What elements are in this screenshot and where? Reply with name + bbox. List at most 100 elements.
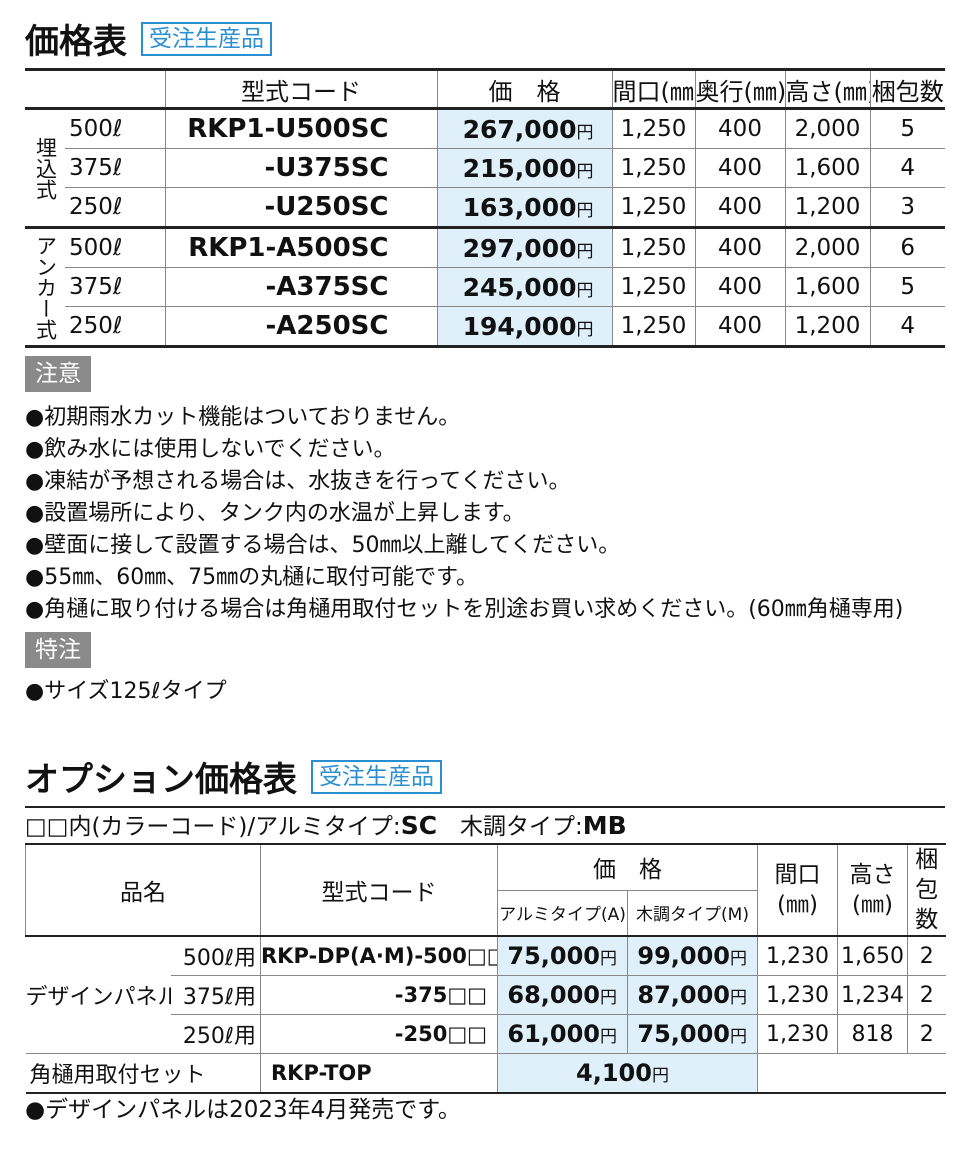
model-code: -A250SC bbox=[164, 306, 437, 347]
price: 99,000 bbox=[637, 942, 730, 970]
height: 1,234 bbox=[837, 975, 908, 1015]
legend-part: 木調タイプ: bbox=[437, 814, 583, 840]
price-cell: 75,000円 bbox=[627, 1014, 758, 1054]
header-wood: 木調タイプ(M) bbox=[627, 890, 758, 937]
packages: 6 bbox=[869, 226, 945, 268]
price-row: 375ℓ -A375SC 245,000円 1,250 400 1,600 5 bbox=[25, 267, 945, 307]
header-packages: 梱包数 bbox=[907, 844, 946, 937]
packages: 2 bbox=[907, 1014, 946, 1054]
header-row: 品名 型式コード価 格間口(㎜) 高さ(㎜) 梱包数 bbox=[25, 844, 946, 937]
depth: 400 bbox=[694, 267, 785, 307]
width: 1,250 bbox=[611, 107, 695, 149]
price-cell: 99,000円 bbox=[627, 935, 758, 976]
height: 1,600 bbox=[784, 267, 870, 307]
height: 1,200 bbox=[784, 187, 870, 228]
currency: 円 bbox=[730, 988, 747, 1008]
model-code: -U250SC bbox=[164, 187, 437, 228]
width: 1,250 bbox=[611, 226, 695, 268]
note: ●壁面に接して設置する場合は、50㎜以上離してください。 bbox=[25, 533, 621, 558]
header-price: 価 格 bbox=[497, 844, 758, 891]
header-code: 型式コード bbox=[260, 844, 498, 937]
currency: 円 bbox=[730, 949, 747, 969]
price: 297,000 bbox=[462, 233, 577, 263]
model-code: RKP-TOP bbox=[260, 1053, 498, 1093]
header-code: 型式コード bbox=[164, 69, 437, 110]
product-name: デザインパネル bbox=[25, 935, 171, 1054]
price: 75,000 bbox=[637, 1020, 730, 1048]
depth: 400 bbox=[694, 226, 785, 268]
depth: 400 bbox=[694, 306, 785, 347]
option-row: 角樋用取付セット RKP-TOP 4,100円 bbox=[25, 1053, 946, 1093]
capacity: 500ℓ bbox=[65, 107, 165, 149]
model-code: -U375SC bbox=[164, 148, 437, 188]
currency: 円 bbox=[576, 280, 594, 301]
model-code: -250□□ bbox=[260, 1014, 498, 1054]
price-cell: 4,100円 bbox=[497, 1053, 758, 1093]
notes-heading: 注意 bbox=[25, 356, 91, 392]
note: ●凍結が予想される場合は、水抜きを行ってください。 bbox=[25, 469, 571, 494]
header-packages: 梱包数 bbox=[869, 69, 945, 110]
model-code: RKP-DP(A·M)-500□□ bbox=[260, 935, 498, 976]
note: ●飲み水には使用しないでください。 bbox=[25, 437, 396, 462]
option-row: デザインパネル 500ℓ用 RKP-DP(A·M)-500□□ 75,000円 99,0… bbox=[25, 935, 946, 1054]
price: 75,000 bbox=[507, 942, 600, 970]
header-row: 型式コード価 格間口(㎜) 奥行(㎜) 高さ(㎜) 梱包数 bbox=[25, 69, 945, 110]
depth: 400 bbox=[694, 187, 785, 228]
model-code: RKP1-U500SC bbox=[164, 107, 437, 149]
capacity: 250ℓ bbox=[65, 306, 165, 347]
height: 2,000 bbox=[784, 107, 870, 149]
packages: 5 bbox=[869, 107, 945, 149]
option-table: 品名 型式コード価 格間口(㎜) 高さ(㎜) 梱包数 アルミタイプ(A) 木調タイプ(M)… bbox=[25, 843, 946, 1094]
option-badge: 受注生産品 bbox=[311, 759, 442, 794]
capacity: 250ℓ bbox=[65, 187, 165, 228]
size: 500ℓ用 bbox=[170, 935, 261, 976]
header-height: 高さ(㎜) bbox=[784, 69, 870, 110]
currency: 円 bbox=[600, 988, 617, 1008]
price-row: アンカー式 500ℓ RKP1-A500SC 297,000円 1,250 400 2,00… bbox=[25, 226, 945, 347]
currency: 円 bbox=[576, 241, 594, 262]
special-heading: 特注 bbox=[25, 632, 91, 668]
price-cell: 267,000円 bbox=[436, 107, 612, 149]
price-row: 250ℓ -U250SC 163,000円 1,250 400 1,200 3 bbox=[25, 187, 945, 228]
width: 1,230 bbox=[757, 1014, 838, 1054]
width: 1,250 bbox=[611, 148, 695, 188]
product-name: 角樋用取付セット bbox=[25, 1053, 261, 1093]
height: 818 bbox=[837, 1014, 908, 1054]
packages: 5 bbox=[869, 267, 945, 307]
height: 1,600 bbox=[784, 148, 870, 188]
model-code: -A375SC bbox=[164, 267, 437, 307]
note: ●55㎜、60㎜、75㎜の丸樋に取付可能です。 bbox=[25, 565, 478, 590]
header-blank bbox=[25, 69, 165, 110]
height: 2,000 bbox=[784, 226, 870, 268]
option-title: オプション価格表 bbox=[25, 760, 297, 800]
header-depth: 奥行(㎜) bbox=[694, 69, 785, 110]
special-note: ●サイズ125ℓタイプ bbox=[25, 679, 227, 704]
size: 375ℓ用 bbox=[170, 975, 261, 1015]
note: ●初期雨水カット機能はついておりません。 bbox=[25, 405, 461, 430]
header-aluminum: アルミタイプ(A) bbox=[497, 890, 628, 937]
title-row: 価格表 受注生産品 bbox=[25, 14, 272, 63]
depth: 400 bbox=[694, 148, 785, 188]
currency: 円 bbox=[576, 122, 594, 143]
price: 61,000 bbox=[507, 1020, 600, 1048]
capacity: 375ℓ bbox=[65, 148, 165, 188]
price: 267,000 bbox=[462, 114, 577, 144]
price: 194,000 bbox=[462, 311, 577, 341]
legend-part: SC bbox=[400, 811, 438, 840]
size: 250ℓ用 bbox=[170, 1014, 261, 1054]
price: 215,000 bbox=[462, 153, 577, 183]
width: 1,250 bbox=[611, 187, 695, 228]
currency: 円 bbox=[576, 200, 594, 221]
group-label: アンカー式 bbox=[25, 226, 65, 347]
header-height: 高さ(㎜) bbox=[837, 844, 908, 937]
currency: 円 bbox=[576, 161, 594, 182]
price-table: 型式コード価 格間口(㎜) 奥行(㎜) 高さ(㎜) 梱包数 埋込式 500ℓ RKP1-U5… bbox=[25, 68, 945, 348]
packages: 2 bbox=[907, 935, 946, 976]
price: 4,100 bbox=[576, 1059, 652, 1087]
price-cell: 61,000円 bbox=[497, 1014, 628, 1054]
badge: 受注生産品 bbox=[141, 21, 272, 56]
price: 163,000 bbox=[462, 192, 577, 222]
empty-cell bbox=[757, 1053, 946, 1093]
